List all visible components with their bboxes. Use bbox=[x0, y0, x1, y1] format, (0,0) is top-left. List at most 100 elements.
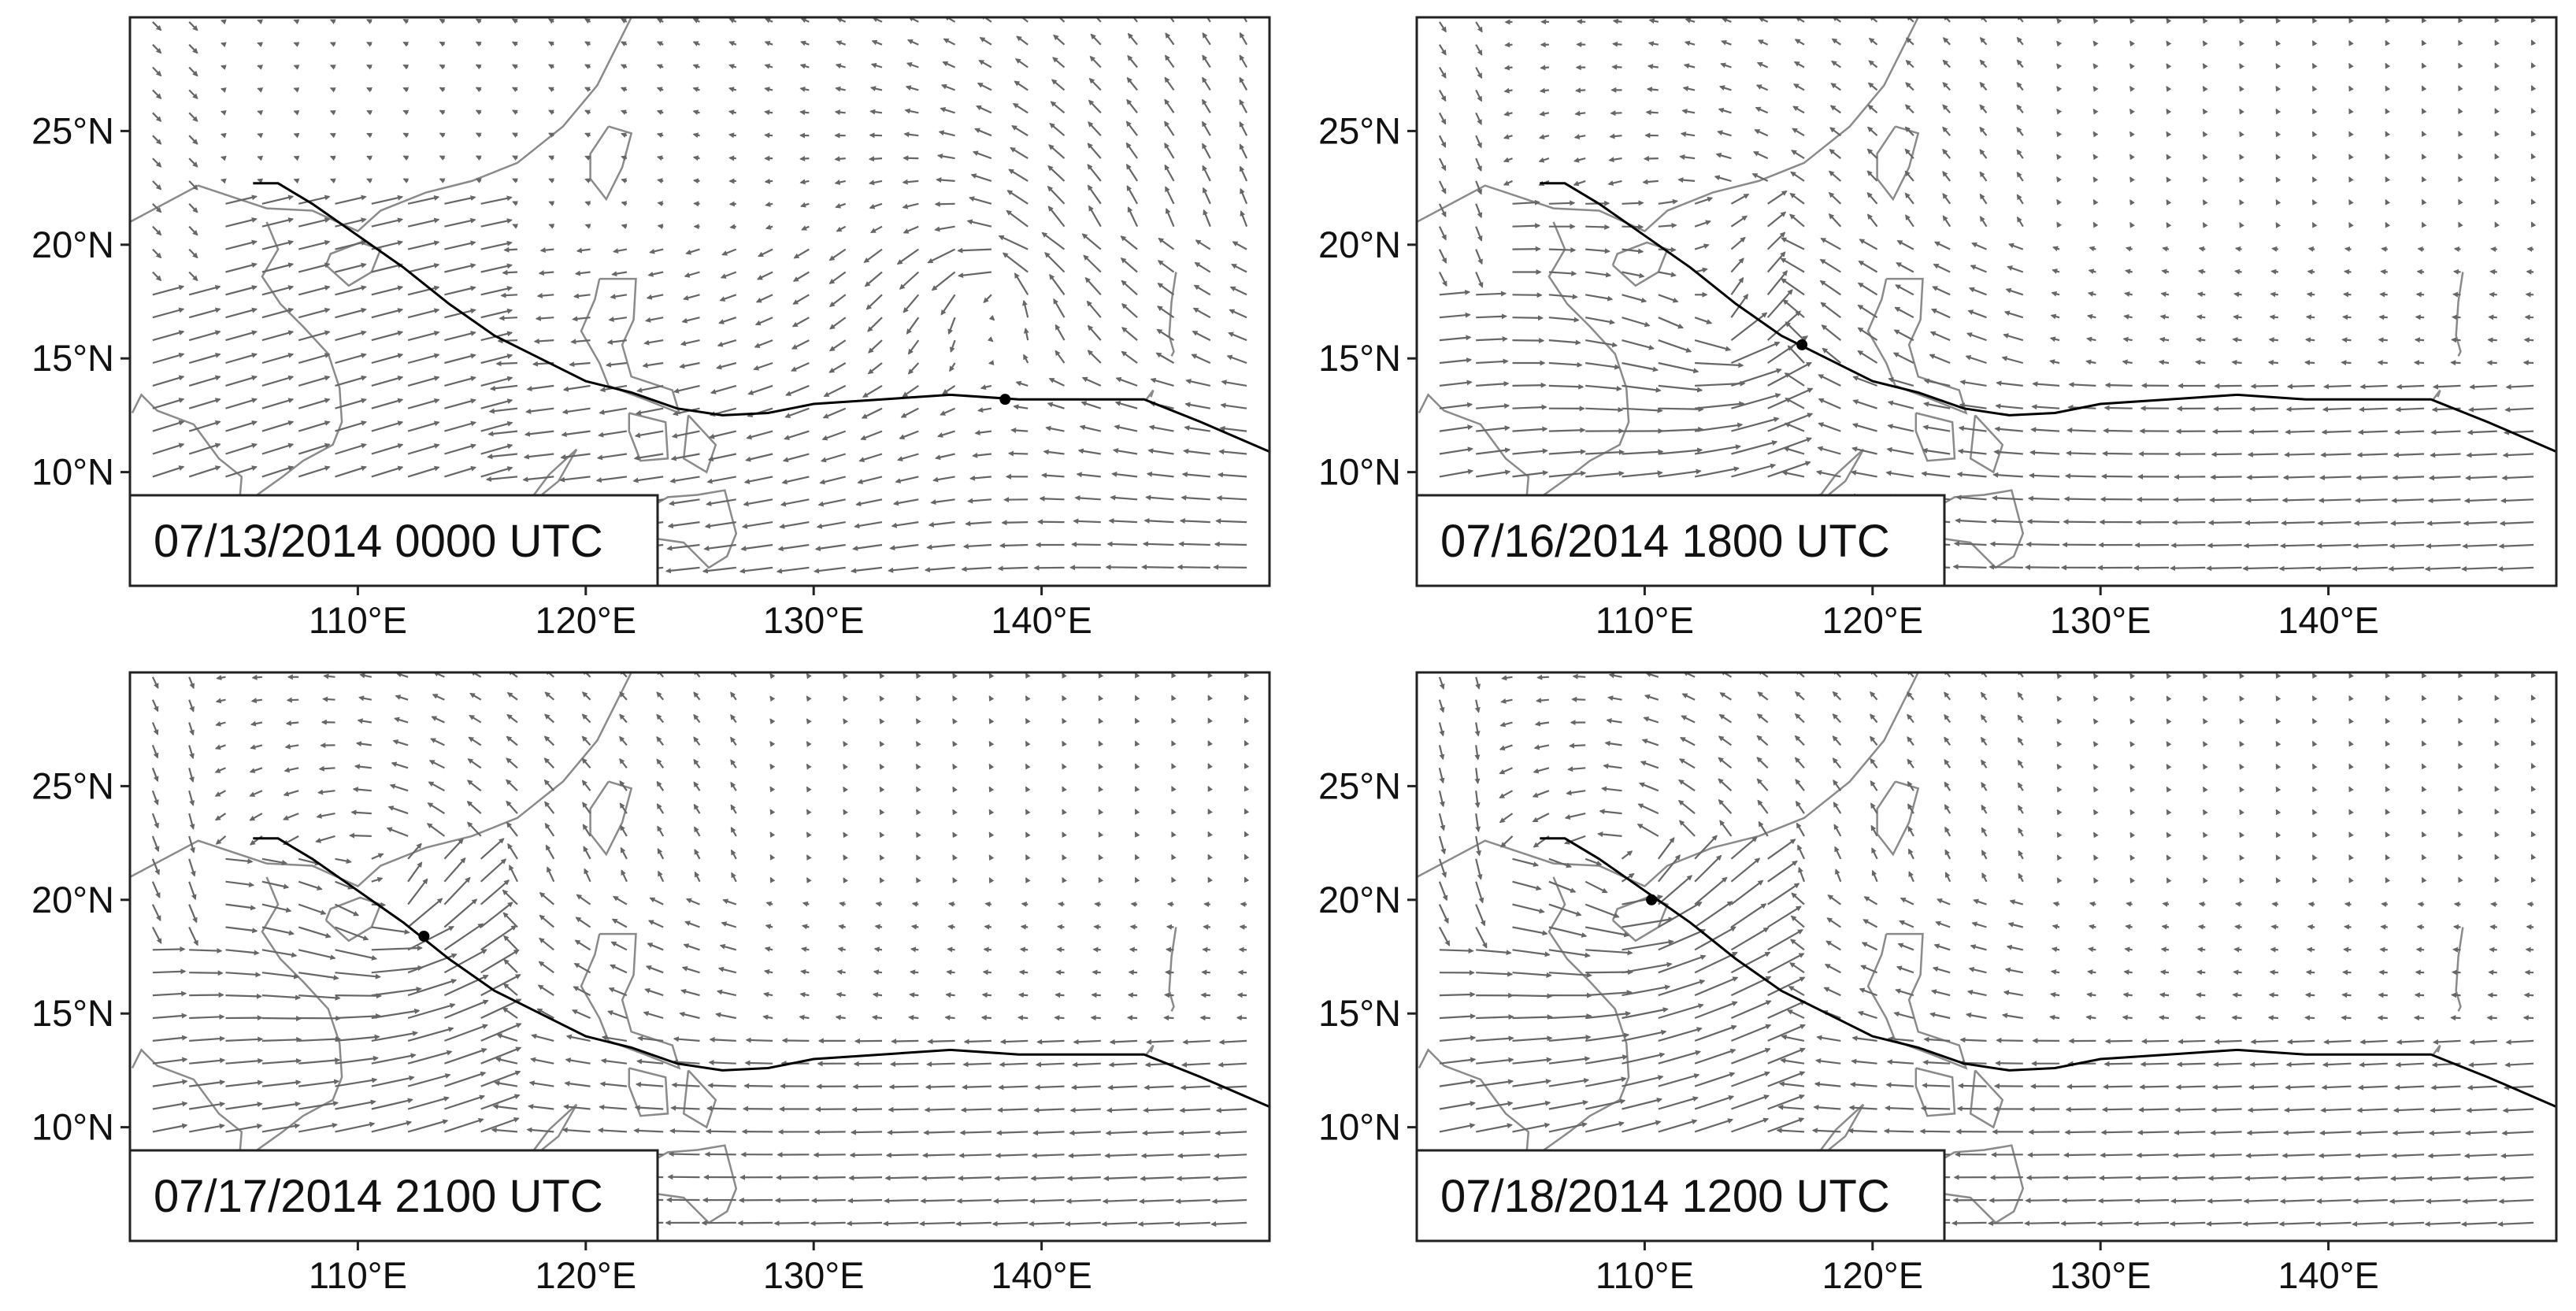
wind-arrow bbox=[721, 921, 737, 928]
wind-arrow bbox=[1499, 813, 1514, 824]
typhoon-track bbox=[253, 837, 1269, 1108]
wind-arrow bbox=[1885, 470, 1914, 478]
wind-arrow bbox=[1932, 286, 1951, 296]
wind-arrow bbox=[2213, 1061, 2242, 1068]
wind-arrow bbox=[1622, 248, 1644, 254]
wind-arrow bbox=[1539, 87, 1550, 94]
wind-arrow bbox=[730, 781, 737, 791]
wind-arrow bbox=[670, 1105, 700, 1111]
wind-arrow bbox=[852, 543, 883, 551]
wind-arrow bbox=[806, 718, 812, 725]
wind-arrow bbox=[814, 1129, 846, 1135]
wind-arrow bbox=[2202, 695, 2208, 702]
wind-arrow bbox=[2239, 740, 2245, 747]
wind-arrow bbox=[1730, 193, 1750, 205]
wind-arrow bbox=[773, 1220, 810, 1227]
wind-arrow bbox=[225, 857, 254, 865]
wind-arrow bbox=[151, 722, 159, 735]
lat-tick-label: 15°N bbox=[1318, 337, 1401, 379]
wind-arrow bbox=[1512, 1057, 1552, 1065]
wind-arrow bbox=[1694, 926, 1736, 951]
wind-arrow bbox=[769, 854, 776, 861]
wind-arrow bbox=[2451, 337, 2461, 343]
wind-arrow bbox=[1066, 1176, 1101, 1182]
wind-arrow bbox=[1183, 448, 1210, 455]
wind-arrow bbox=[468, 736, 482, 746]
wind-arrow bbox=[225, 217, 258, 228]
wind-arrow bbox=[2494, 672, 2500, 679]
wind-arrow bbox=[152, 203, 162, 213]
wind-arrow bbox=[1730, 927, 1770, 951]
wind-arrow bbox=[1979, 149, 1988, 159]
wind-arrow bbox=[2505, 1039, 2534, 1046]
wind-arrow bbox=[1731, 368, 1782, 387]
wind-arrow bbox=[2424, 565, 2461, 572]
wind-arrow bbox=[1476, 1101, 1514, 1110]
wind-arrow bbox=[152, 271, 162, 282]
wind-arrow bbox=[2195, 359, 2206, 365]
wind-arrow bbox=[2389, 1176, 2425, 1182]
coastline bbox=[1611, 896, 1669, 943]
wind-arrow bbox=[1829, 127, 1841, 137]
wind-arrow bbox=[487, 430, 518, 437]
wind-arrow bbox=[1789, 939, 1805, 951]
wind-arrow bbox=[1622, 449, 1664, 455]
wind-arrow bbox=[1127, 206, 1139, 228]
wind-arrow bbox=[947, 317, 956, 335]
wind-arrow bbox=[188, 203, 198, 213]
wind-arrow bbox=[1137, 1221, 1174, 1228]
wind-arrow bbox=[2270, 268, 2279, 275]
wind-arrow bbox=[431, 716, 445, 724]
wind-arrow bbox=[1781, 470, 1805, 478]
wind-arrow bbox=[2089, 246, 2096, 252]
wind-arrow bbox=[371, 398, 404, 409]
wind-arrow bbox=[1622, 917, 1674, 928]
wind-arrow bbox=[2458, 17, 2463, 24]
wind-arrow bbox=[908, 1014, 919, 1020]
wind-arrow bbox=[1730, 951, 1771, 974]
wind-arrow bbox=[1756, 757, 1769, 769]
wind-arrow bbox=[439, 64, 446, 70]
wind-arrow bbox=[366, 42, 373, 47]
wind-arrow bbox=[188, 180, 198, 191]
wind-arrow bbox=[1121, 280, 1138, 296]
wind-arrow bbox=[1870, 780, 1878, 791]
wind-arrow bbox=[502, 889, 518, 905]
wind-arrow bbox=[2311, 108, 2318, 115]
wind-arrow bbox=[634, 1105, 664, 1111]
wind-arrow bbox=[2421, 131, 2427, 138]
wind-arrow bbox=[584, 224, 591, 229]
wind-arrow bbox=[407, 376, 440, 387]
wind-arrow bbox=[952, 763, 958, 770]
wind-arrow bbox=[225, 285, 258, 296]
wind-arrow bbox=[2286, 1039, 2315, 1045]
wind-arrow bbox=[2385, 740, 2391, 747]
wind-arrow bbox=[2017, 759, 2024, 768]
wind-arrow bbox=[562, 1127, 591, 1133]
wind-arrow bbox=[611, 271, 628, 277]
wind-arrow bbox=[2304, 1015, 2315, 1021]
wind-arrow bbox=[2100, 473, 2133, 480]
wind-arrow bbox=[1438, 89, 1447, 102]
wind-arrow bbox=[2494, 221, 2500, 228]
wind-arrow bbox=[834, 109, 846, 116]
wind-arrow bbox=[1907, 780, 1914, 791]
wind-arrow bbox=[1897, 943, 1914, 951]
lat-tick-label: 10°N bbox=[1318, 451, 1401, 493]
wind-arrow bbox=[225, 949, 260, 956]
wind-arrow bbox=[2202, 831, 2208, 839]
wind-arrow bbox=[2348, 717, 2354, 724]
wind-arrow bbox=[2210, 1130, 2242, 1136]
wind-arrow bbox=[188, 745, 195, 760]
map-panel-a: 07/13/2014 0000 UTC25°N20°N15°N10°N110°E… bbox=[32, 16, 1271, 641]
wind-arrow bbox=[407, 285, 440, 296]
wind-arrow bbox=[1622, 1007, 1669, 1020]
wind-arrow bbox=[1101, 1220, 1138, 1227]
wind-arrow bbox=[2341, 337, 2352, 343]
wind-arrow bbox=[693, 826, 701, 837]
wind-arrow bbox=[1767, 1071, 1806, 1087]
wind-arrow bbox=[562, 384, 591, 392]
wind-arrow bbox=[2050, 313, 2060, 320]
wind-arrow bbox=[1207, 694, 1214, 702]
wind-arrow bbox=[444, 398, 476, 409]
